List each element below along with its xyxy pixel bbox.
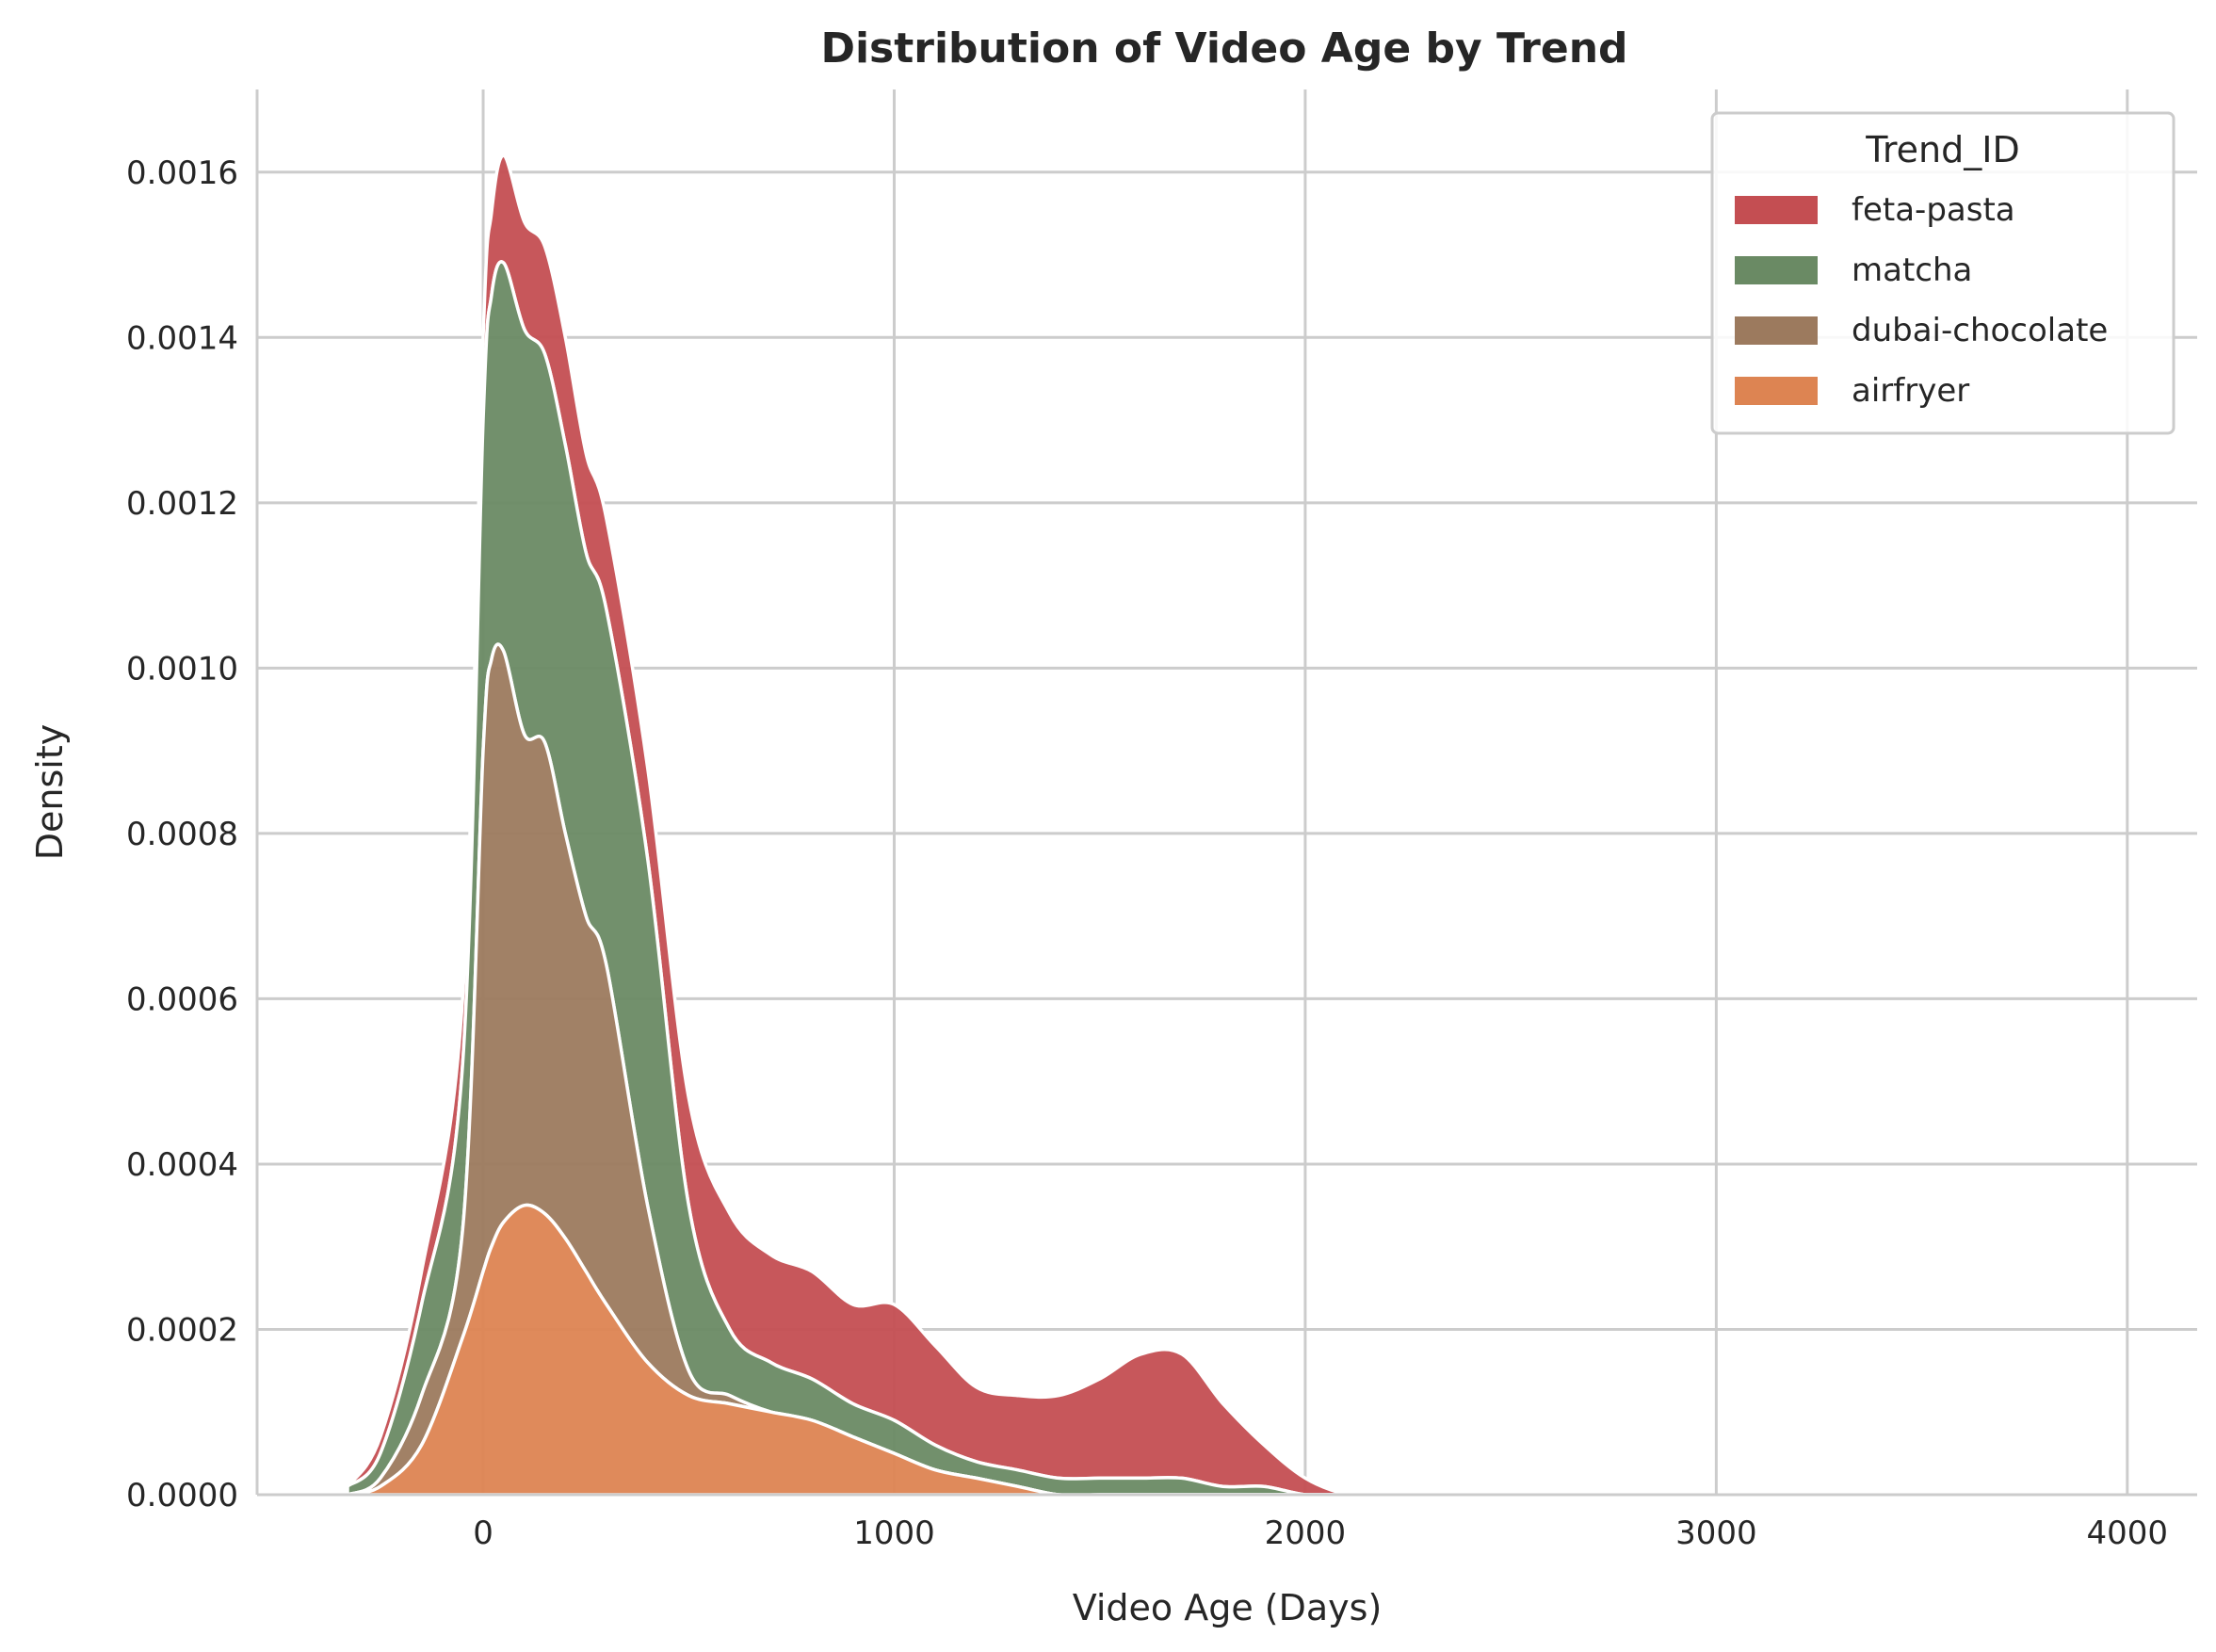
legend: Trend_ID feta-pasta matcha dubai-chocolate… — [1710, 111, 2176, 435]
y-tick-label: 0.0016 — [126, 154, 238, 192]
legend-label-dubai-chocolate: dubai-chocolate — [1852, 312, 2108, 349]
y-tick-label: 0.0010 — [126, 650, 238, 688]
x-tick-label: 0 — [473, 1514, 493, 1552]
legend-frame — [1710, 111, 2176, 435]
y-tick-label: 0.0008 — [126, 816, 238, 853]
legend-title: Trend_ID — [1865, 129, 2019, 170]
legend-label-matcha: matcha — [1852, 251, 1972, 289]
x-tick-label: 4000 — [2087, 1514, 2169, 1552]
legend-swatch-matcha — [1735, 256, 1818, 284]
chart-title: Distribution of Video Age by Trend — [820, 24, 1627, 73]
y-tick-label: 0.0012 — [126, 485, 238, 523]
legend-label-feta-pasta: feta-pasta — [1852, 191, 2015, 229]
legend-items: feta-pasta matcha dubai-chocolate airfryer — [1735, 191, 2108, 410]
y-tick-label: 0.0000 — [126, 1477, 238, 1514]
stacked-area-layers — [346, 154, 1369, 1498]
y-tick-labels: 0.0000 0.0002 0.0004 0.0006 0.0008 0.0010 0.00… — [126, 154, 238, 1514]
legend-swatch-dubai-chocolate — [1735, 316, 1818, 345]
x-tick-label: 2000 — [1265, 1514, 1347, 1552]
y-axis-label: Density — [29, 724, 71, 860]
x-tick-labels: 0 1000 2000 3000 4000 — [473, 1514, 2168, 1552]
x-tick-label: 3000 — [1675, 1514, 1757, 1552]
x-tick-label: 1000 — [853, 1514, 935, 1552]
y-tick-label: 0.0014 — [126, 319, 238, 357]
legend-label-airfryer: airfryer — [1852, 372, 1969, 410]
x-axis-label: Video Age (Days) — [1073, 1587, 1383, 1628]
y-tick-label: 0.0002 — [126, 1311, 238, 1349]
legend-swatch-feta-pasta — [1735, 196, 1818, 224]
y-tick-label: 0.0006 — [126, 980, 238, 1018]
legend-swatch-airfryer — [1735, 377, 1818, 405]
y-tick-label: 0.0004 — [126, 1146, 238, 1184]
